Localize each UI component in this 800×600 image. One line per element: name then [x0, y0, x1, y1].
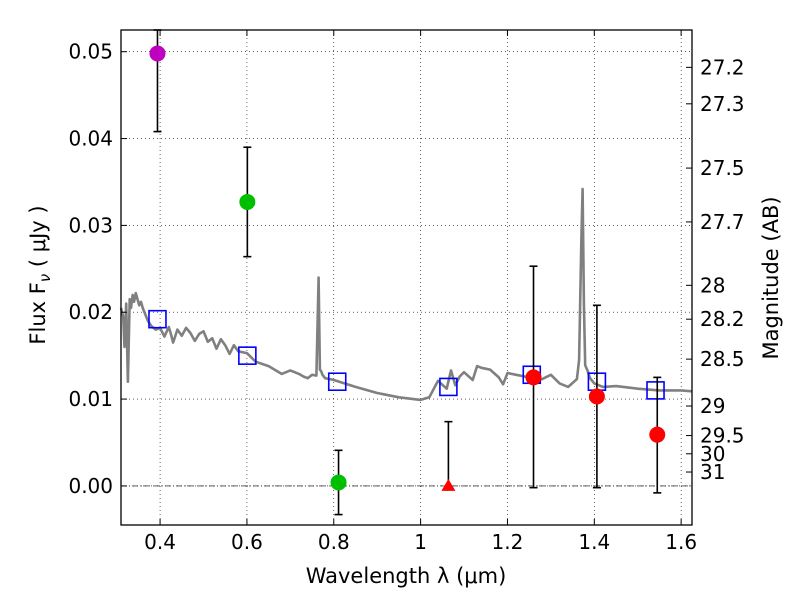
y-tick-label: 0.03: [68, 213, 113, 237]
magnitude-tick-label: 31: [700, 460, 725, 484]
x-axis-ticks: 0.4 0.6 0.8 1 1.2 1.4 1.6: [144, 30, 697, 554]
y-axis-label-subscript: ν: [36, 274, 54, 282]
x-tick-label: 1.2: [492, 530, 524, 554]
y-tick-label: 0.02: [68, 300, 113, 324]
x-tick-label: 0.6: [231, 530, 263, 554]
spectrum-line: [119, 187, 693, 402]
y-axis-label-main: Flux F: [26, 282, 50, 344]
plot-frame: [120, 29, 693, 526]
y-axis-label: Flux Fν ( μJy ): [26, 205, 54, 344]
data-marks: [148, 29, 666, 516]
y-tick-label: 0.05: [68, 40, 113, 64]
model-photometry-square: [646, 381, 665, 400]
magnitude-tick-label: 27.2: [700, 55, 745, 79]
model-photometry-square: [327, 372, 347, 392]
photometry-point: [239, 193, 256, 210]
y-axis-label-unit: ( μJy ): [26, 205, 50, 273]
magnitude-tick-label: 27.3: [700, 92, 745, 116]
photometry-point: [649, 426, 666, 443]
model-spectrum: [119, 187, 693, 402]
grid-lines: [121, 30, 692, 525]
x-tick-label: 1: [414, 530, 427, 554]
x-tick-label: 1.6: [665, 530, 697, 554]
magnitude-tick-label: 29.5: [700, 424, 745, 448]
photometry-point: [588, 388, 605, 405]
x-tick-label: 0.8: [318, 530, 350, 554]
magnitude-tick-label: 30: [700, 442, 725, 466]
photometry-point: [149, 45, 166, 62]
magnitude-tick-label: 29: [700, 394, 725, 418]
x-tick-label: 1.4: [578, 530, 610, 554]
y-axis-ticks: 0.00 0.01 0.02 0.03 0.04 0.05: [68, 40, 127, 498]
y-tick-label: 0.01: [68, 387, 113, 411]
photometry-point: [330, 474, 347, 491]
photometry-point: [525, 369, 542, 386]
magnitude-tick-label: 28.2: [700, 307, 745, 331]
magnitude-tick-label: 28.5: [700, 347, 745, 371]
model-photometry-square: [439, 377, 458, 397]
x-axis-label: Wavelength λ (μm): [306, 564, 507, 588]
magnitude-axis-label: Magnitude (AB): [759, 196, 783, 359]
magnitude-tick-label: 28: [700, 273, 725, 297]
x-tick-label: 0.4: [144, 530, 176, 554]
y-tick-label: 0.04: [68, 127, 113, 151]
magnitude-tick-label: 27.5: [700, 156, 745, 180]
model-photometry-square: [238, 346, 257, 365]
y-tick-label: 0.00: [68, 474, 113, 498]
magnitude-tick-label: 27.7: [700, 210, 745, 234]
upper-limit-triangle: [441, 478, 456, 491]
model-photometry-square: [148, 309, 167, 329]
